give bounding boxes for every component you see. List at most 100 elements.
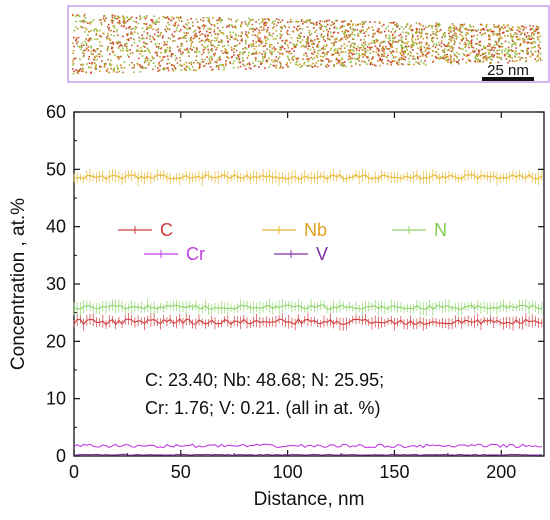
reconstruction-atom [194, 29, 196, 32]
reconstruction-atom [445, 44, 448, 47]
reconstruction-atom [485, 26, 488, 28]
reconstruction-atom [430, 25, 433, 27]
reconstruction-atom [196, 48, 198, 51]
reconstruction-atom [162, 68, 164, 70]
reconstruction-atom [183, 48, 186, 51]
reconstruction-atom [511, 39, 514, 41]
reconstruction-atom [265, 31, 268, 33]
reconstruction-atom [90, 46, 92, 49]
reconstruction-atom [488, 42, 490, 45]
reconstruction-atom [435, 22, 438, 24]
reconstruction-atom [217, 65, 219, 67]
reconstruction-atom [488, 56, 491, 58]
reconstruction-atom [339, 39, 342, 41]
reconstruction-atom [106, 70, 108, 72]
reconstruction-atom [238, 59, 240, 61]
reconstruction-atom [489, 55, 492, 58]
reconstruction-atom [81, 42, 84, 44]
reconstruction-atom [210, 28, 212, 30]
reconstruction-atom [380, 58, 382, 61]
reconstruction-atom [410, 44, 412, 46]
reconstruction-atom [450, 50, 452, 52]
reconstruction-atom [365, 52, 367, 54]
reconstruction-atom [537, 26, 540, 28]
reconstruction-atom [332, 32, 335, 34]
reconstruction-atom [327, 34, 329, 36]
reconstruction-atom [390, 22, 393, 24]
reconstruction-atom [268, 32, 271, 34]
reconstruction-atom [458, 53, 461, 56]
reconstruction-atom [90, 72, 92, 74]
reconstruction-atom [352, 45, 355, 48]
reconstruction-atom [341, 21, 343, 23]
reconstruction-atom [456, 51, 458, 54]
reconstruction-atom [99, 34, 101, 37]
reconstruction-atom [359, 54, 361, 57]
reconstruction-atom [189, 68, 191, 71]
reconstruction-atom [174, 59, 177, 61]
reconstruction-atom [174, 68, 177, 70]
reconstruction-atom [436, 34, 438, 37]
reconstruction-atom [371, 63, 374, 66]
reconstruction-atom [400, 39, 403, 41]
reconstruction-atom [77, 36, 80, 39]
reconstruction-atom [103, 15, 105, 17]
reconstruction-atom [135, 50, 138, 52]
reconstruction-atom [371, 46, 373, 49]
reconstruction-atom [231, 26, 234, 28]
reconstruction-atom [167, 21, 169, 24]
reconstruction-atom [337, 47, 340, 50]
reconstruction-atom [281, 27, 283, 30]
reconstruction-atom [327, 38, 330, 41]
reconstruction-atom [537, 38, 539, 40]
reconstruction-atom [214, 36, 216, 39]
reconstruction-atom [443, 54, 446, 57]
reconstruction-atom [203, 65, 206, 67]
reconstruction-atom [493, 44, 496, 46]
reconstruction-atom [376, 39, 378, 42]
reconstruction-atom [523, 32, 526, 35]
reconstruction-atom [408, 57, 410, 60]
reconstruction-atom [195, 69, 197, 72]
reconstruction-atom [499, 35, 502, 38]
reconstruction-atom [275, 29, 278, 32]
reconstruction-atom [111, 19, 114, 22]
reconstruction-atom [464, 28, 466, 30]
reconstruction-atom [406, 42, 408, 45]
reconstruction-atom [498, 39, 500, 42]
reconstruction-atom [406, 24, 408, 26]
reconstruction-atom [537, 51, 540, 54]
reconstruction-atom [112, 43, 115, 45]
reconstruction-atom [520, 56, 522, 59]
reconstruction-atom [426, 56, 428, 58]
reconstruction-atom [183, 68, 186, 70]
reconstruction-atom [461, 24, 464, 26]
reconstruction-atom [76, 14, 79, 16]
reconstruction-atom [77, 14, 80, 17]
reconstruction-atom [405, 45, 407, 47]
reconstruction-atom [322, 30, 325, 32]
reconstruction-atom [141, 49, 143, 52]
reconstruction-atom [326, 51, 328, 54]
reconstruction-atom [139, 50, 142, 52]
reconstruction-atom [130, 16, 133, 18]
reconstruction-atom [391, 43, 393, 45]
reconstruction-atom [85, 28, 88, 31]
reconstruction-atom [272, 32, 275, 35]
reconstruction-atom [296, 58, 298, 60]
reconstruction-atom [99, 29, 101, 32]
reconstruction-atom [426, 43, 428, 46]
reconstruction-atom [187, 21, 190, 24]
reconstruction-atom [337, 52, 340, 54]
reconstruction-atom [227, 44, 230, 47]
y-tick-label: 40 [46, 217, 66, 237]
reconstruction-atom [401, 41, 404, 43]
reconstruction-atom [161, 37, 164, 39]
reconstruction-atom [483, 58, 485, 60]
reconstruction-atom [498, 37, 500, 40]
reconstruction-atom [471, 39, 473, 41]
reconstruction-atom [166, 16, 169, 18]
reconstruction-atom [465, 45, 467, 48]
reconstruction-atom [477, 60, 479, 63]
reconstruction-atom [432, 60, 435, 62]
